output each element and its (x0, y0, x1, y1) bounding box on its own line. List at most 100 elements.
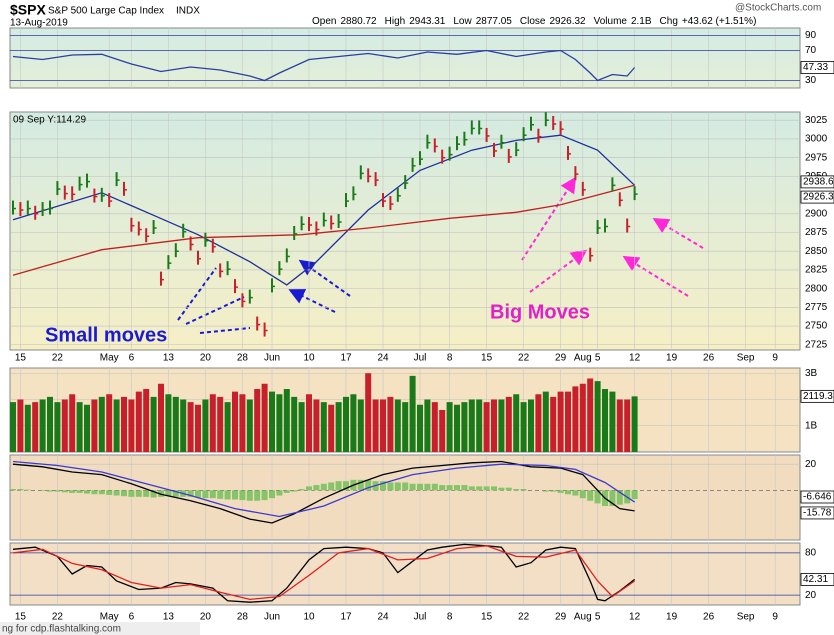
volume-bar (106, 394, 113, 452)
y-tick-label: 2750 (805, 321, 828, 332)
quote-label: Close (520, 16, 546, 27)
volume-bar (424, 399, 431, 452)
histogram-bar (572, 490, 579, 496)
volume-bar (417, 404, 423, 452)
volume-bar (239, 394, 246, 452)
rsi-panel (9, 27, 801, 89)
volume-bar (587, 378, 594, 452)
volume-bar (520, 402, 527, 452)
histogram-bar (239, 490, 246, 501)
last-value-label: 2926.3 (803, 192, 834, 203)
histogram-bar (106, 490, 113, 495)
volume-bar (313, 399, 320, 452)
volume-bar (328, 404, 335, 452)
volume-bar (291, 396, 298, 452)
histogram-bar (343, 481, 349, 491)
histogram-bar (246, 490, 253, 501)
volume-bar (343, 396, 349, 452)
histogram-bar (261, 490, 268, 501)
volume-bar (172, 396, 179, 452)
line-series (12, 460, 635, 524)
quote-label: High (385, 16, 406, 27)
x-tick-label: 29 (555, 612, 567, 623)
histogram-bar (24, 489, 31, 491)
volume-bar (579, 383, 586, 452)
y-tick-label: 2775 (805, 302, 828, 313)
volume-bar (39, 399, 46, 452)
quote-value: 2877.05 (476, 16, 513, 27)
volume-bar (246, 399, 253, 452)
volume-bar (32, 402, 39, 452)
volume-bar (202, 399, 209, 452)
volume-bar (350, 394, 357, 452)
volume-bar (180, 399, 187, 452)
volume-bar (17, 399, 24, 452)
x-tick-label: 10 (303, 353, 315, 364)
histogram-bar (631, 490, 638, 499)
volume-bar (135, 391, 142, 452)
x-tick-label: 13 (163, 353, 175, 364)
x-tick-label: Jun (264, 612, 280, 623)
x-tick-label: 17 (340, 612, 352, 623)
histogram-bar (254, 490, 261, 501)
volume-bar (609, 391, 616, 452)
histogram-bar (491, 486, 497, 491)
last-value-label: 2119.3 (803, 391, 833, 402)
histogram-bar (320, 483, 327, 491)
histogram-bar (150, 490, 157, 498)
histogram-bar (594, 490, 601, 504)
volume-bar (76, 402, 83, 452)
volume-bar (232, 391, 238, 452)
histogram-bar (209, 490, 216, 499)
volume-bar (602, 389, 608, 452)
quote-label: Chg (660, 16, 678, 27)
last-value-box (800, 573, 834, 586)
volume-bar (150, 396, 157, 452)
x-tick-label: 5 (595, 612, 601, 623)
histogram-bar (202, 490, 209, 499)
histogram-bar (498, 487, 505, 491)
x-tick-label: 5 (595, 353, 601, 364)
histogram-bar (409, 483, 416, 491)
x-tick-label: 22 (518, 353, 530, 364)
line-series (12, 49, 636, 82)
volume-bar (47, 396, 53, 452)
last-value-box (800, 61, 834, 74)
x-tick-label: 19 (666, 353, 678, 364)
volume-bar (387, 396, 394, 452)
y-tick-label: 2825 (805, 265, 828, 276)
quote-value: 2926.32 (549, 16, 586, 27)
histogram-bar (483, 486, 490, 491)
histogram-bar (187, 490, 194, 497)
volume-bar (394, 399, 401, 452)
line-series (12, 460, 635, 518)
quote-value: 2880.72 (340, 16, 377, 27)
histogram-bar (276, 490, 283, 496)
price-panel (9, 111, 801, 351)
volume-bar (121, 396, 127, 452)
histogram-bar (468, 486, 475, 491)
last-value-label: -15.78 (803, 508, 832, 519)
x-tick-label: 15 (481, 612, 493, 623)
histogram-bar (121, 490, 127, 497)
x-tick-label: Aug (574, 353, 592, 364)
volume-bar (439, 410, 446, 452)
x-tick-label: Aug (574, 612, 592, 623)
histogram-bar (17, 489, 24, 491)
histogram-bar (446, 485, 453, 491)
histogram-bar (454, 485, 460, 491)
x-tick-label: 28 (237, 353, 249, 364)
volume-bar (91, 399, 98, 452)
histogram-bar (387, 482, 394, 491)
volume-bar (128, 399, 135, 452)
line-series (12, 543, 635, 603)
histogram-bar (172, 490, 179, 497)
y-tick-label: 3000 (805, 134, 828, 145)
x-tick-label: 28 (237, 612, 249, 623)
x-tick-label: 8 (447, 612, 453, 623)
volume-bar (365, 373, 372, 452)
volume-bar (505, 396, 512, 452)
volume-bar (594, 381, 601, 452)
histogram-bar (306, 486, 312, 491)
histogram-bar (609, 490, 616, 506)
